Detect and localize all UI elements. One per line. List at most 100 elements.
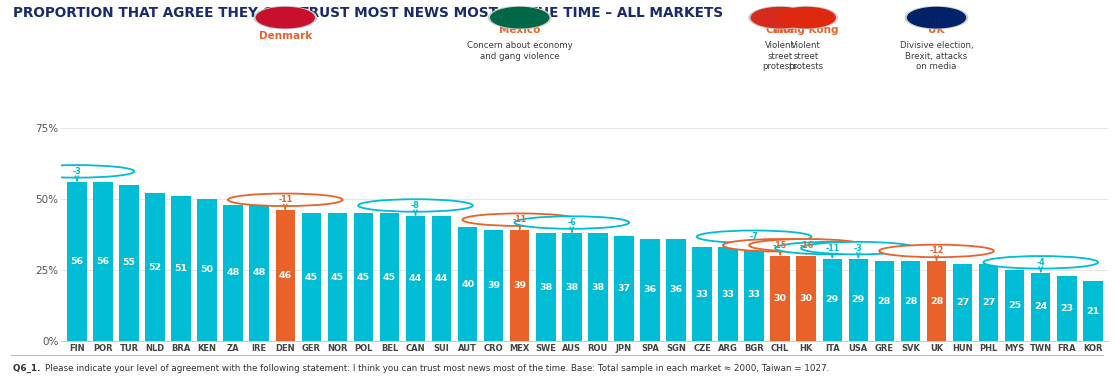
Text: UK: UK [928,25,945,35]
Text: -11: -11 [512,215,527,224]
Text: 56: 56 [97,257,109,266]
Bar [172,196,190,341]
Bar [952,264,973,341]
Bar [510,230,529,341]
Text: Hong Kong: Hong Kong [774,25,839,35]
Circle shape [775,242,890,254]
Circle shape [359,199,472,212]
Text: Chile: Chile [765,25,795,35]
Text: 48: 48 [253,269,266,277]
Bar [67,182,87,341]
Bar [1083,281,1103,341]
Circle shape [515,216,629,229]
Text: 38: 38 [565,283,578,292]
Text: 37: 37 [617,284,631,293]
Text: 38: 38 [592,283,605,292]
Text: 52: 52 [148,263,162,272]
Text: 24: 24 [1034,303,1047,311]
Circle shape [20,165,134,178]
Text: 46: 46 [278,271,292,280]
Text: PROPORTION THAT AGREE THEY CAN TRUST MOST NEWS MOST OF THE TIME – ALL MARKETS: PROPORTION THAT AGREE THEY CAN TRUST MOS… [13,6,723,20]
Text: -11: -11 [825,243,840,252]
Text: Concern about economy
and gang violence: Concern about economy and gang violence [467,41,573,60]
Text: 33: 33 [722,290,734,299]
Text: -3: -3 [854,243,862,252]
Circle shape [879,245,994,257]
Circle shape [801,242,916,254]
Text: -16: -16 [799,241,813,250]
Circle shape [462,213,577,226]
Text: 38: 38 [539,283,553,292]
Text: Divisive election,
Brexit, attacks
on media: Divisive election, Brexit, attacks on me… [900,41,974,71]
Text: -3: -3 [72,167,81,176]
Bar [901,261,920,341]
Text: -7: -7 [750,232,759,241]
Text: 45: 45 [331,272,344,281]
Text: -6: -6 [567,218,576,227]
Bar [1030,273,1051,341]
Text: 30: 30 [800,294,813,303]
Circle shape [723,239,838,252]
Text: 28: 28 [878,297,891,306]
Circle shape [749,239,863,252]
Bar [588,233,607,341]
Bar [224,205,243,341]
Bar [849,259,868,341]
Text: 48: 48 [226,269,240,277]
Bar [119,185,139,341]
Bar [563,233,582,341]
Text: Violent
street
protests: Violent street protests [789,41,824,71]
Bar [197,199,217,341]
Text: -15: -15 [773,241,788,250]
Text: Please indicate your level of agreement with the following statement: I think yo: Please indicate your level of agreement … [45,364,829,373]
Text: 51: 51 [175,264,187,273]
Bar [771,256,790,341]
Bar [275,210,295,341]
Bar [692,247,712,341]
Text: 23: 23 [1061,304,1073,313]
Circle shape [984,256,1098,269]
Bar [353,213,373,341]
Bar [979,264,998,341]
Text: 28: 28 [903,297,917,306]
Text: -12: -12 [929,247,944,256]
Text: 21: 21 [1086,307,1100,316]
Bar [483,230,504,341]
Text: 44: 44 [434,274,448,283]
Text: Mexico: Mexico [499,25,540,35]
Text: 55: 55 [123,258,136,267]
Text: 39: 39 [514,281,526,290]
Text: 45: 45 [356,272,370,281]
Bar [536,233,556,341]
Bar [1057,276,1076,341]
Text: 50: 50 [201,265,214,274]
Text: 33: 33 [695,290,709,299]
Bar [719,247,737,341]
Text: 29: 29 [852,295,864,304]
Text: 45: 45 [383,272,397,281]
Text: -4: -4 [1036,258,1045,267]
Bar [458,227,478,341]
Circle shape [228,194,343,206]
Bar [666,239,686,341]
Text: Q6_1.: Q6_1. [13,364,43,373]
Text: 27: 27 [981,298,995,307]
Text: 40: 40 [461,280,475,289]
Bar [145,193,165,341]
Text: 45: 45 [305,272,317,281]
Text: 27: 27 [956,298,969,307]
Bar [641,239,659,341]
Text: 44: 44 [409,274,422,283]
Text: -8: -8 [411,201,420,210]
Text: 36: 36 [670,285,683,294]
Bar [874,261,895,341]
Text: 25: 25 [1008,301,1022,310]
Bar [302,213,321,341]
Text: 39: 39 [487,281,500,290]
Text: Violent
street
protests: Violent street protests [763,41,798,71]
Text: 28: 28 [930,297,944,306]
Bar [822,259,842,341]
Bar [380,213,399,341]
Bar [744,247,764,341]
Text: -11: -11 [278,195,292,204]
